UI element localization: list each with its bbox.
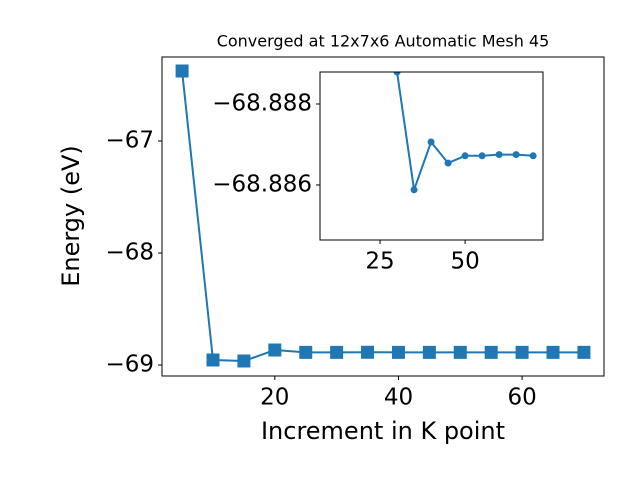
y-axis-label: Energy (eV) <box>57 145 85 287</box>
plot-area <box>393 72 537 194</box>
axes-frame <box>319 71 544 241</box>
x-tick-label: 50 <box>450 249 479 275</box>
data-point <box>422 345 436 359</box>
x-axis-label: Increment in K point <box>261 417 505 445</box>
data-point <box>268 343 282 357</box>
data-point <box>577 345 591 359</box>
data-point <box>478 152 486 160</box>
data-point <box>299 345 313 359</box>
y-tick-label: −68.886 <box>212 171 312 197</box>
data-point <box>410 186 418 194</box>
data-point <box>484 345 498 359</box>
data-point <box>453 345 467 359</box>
axes-frame <box>161 56 605 377</box>
data-point <box>237 354 251 368</box>
y-tick-label: −67 <box>105 128 154 154</box>
data-point <box>444 159 452 167</box>
data-point <box>427 138 435 146</box>
y-tick-label: −68 <box>105 240 154 266</box>
data-point <box>495 151 503 159</box>
data-point <box>330 345 344 359</box>
y-tick-label: −69 <box>105 352 154 378</box>
plot-area <box>175 64 591 368</box>
x-tick-label: 20 <box>260 385 289 411</box>
x-tick-label: 60 <box>507 385 536 411</box>
data-point <box>175 64 189 78</box>
data-point <box>512 151 520 159</box>
data-point <box>529 152 537 160</box>
data-point <box>206 353 220 367</box>
inset-background <box>320 72 543 240</box>
x-tick-label: 40 <box>384 385 413 411</box>
data-point <box>546 345 560 359</box>
chart-title: Converged at 12x7x6 Automatic Mesh 45 <box>217 32 550 51</box>
data-point <box>393 72 401 76</box>
x-tick-label: 25 <box>365 249 394 275</box>
data-point <box>515 345 529 359</box>
data-point <box>361 345 375 359</box>
data-point <box>461 152 469 160</box>
y-tick-label: −68.888 <box>212 90 312 116</box>
data-point <box>391 345 405 359</box>
